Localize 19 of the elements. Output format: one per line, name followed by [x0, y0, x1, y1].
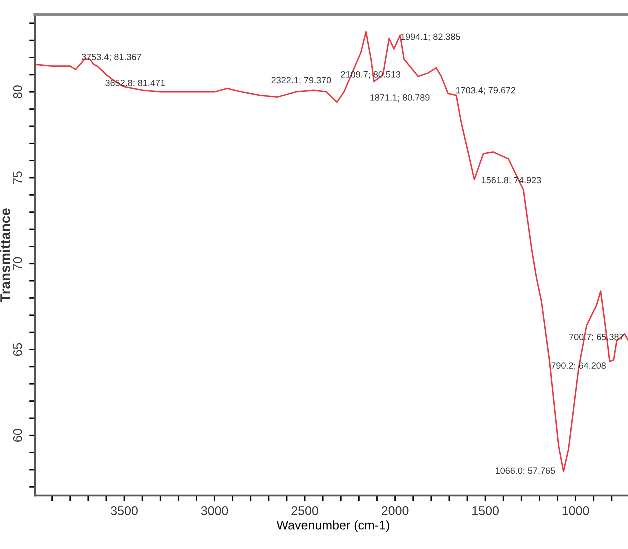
x-axis-title: Wavenumber (cm-1)	[276, 520, 390, 532]
x-tick-label: 2500	[292, 506, 318, 516]
y-tick-label: 75	[14, 172, 22, 184]
x-tick-label: 1000	[562, 506, 590, 516]
annotation: 1871.1; 80.789	[370, 94, 430, 102]
annotation: 3753.4; 81.367	[82, 54, 142, 62]
x-tick-label: 1500	[472, 506, 499, 516]
y-tick-label: 80	[13, 86, 22, 99]
annotation: 1994.1; 82.385	[401, 34, 460, 42]
annotation: 1703.4; 79.672	[456, 87, 516, 95]
annotation: 2322.1; 79.370	[272, 77, 332, 85]
annotation: 1066.0; 57.765	[496, 468, 556, 476]
y-tick-label: 60	[13, 429, 22, 442]
x-tick-label: 3000	[201, 506, 228, 516]
y-tick-label: 70	[13, 257, 22, 270]
x-tick-label: 2000	[382, 506, 409, 516]
x-tick-label: 3500	[111, 506, 138, 516]
y-tick-label: 65	[13, 343, 22, 356]
y-axis-title: Transmittance	[0, 208, 10, 302]
